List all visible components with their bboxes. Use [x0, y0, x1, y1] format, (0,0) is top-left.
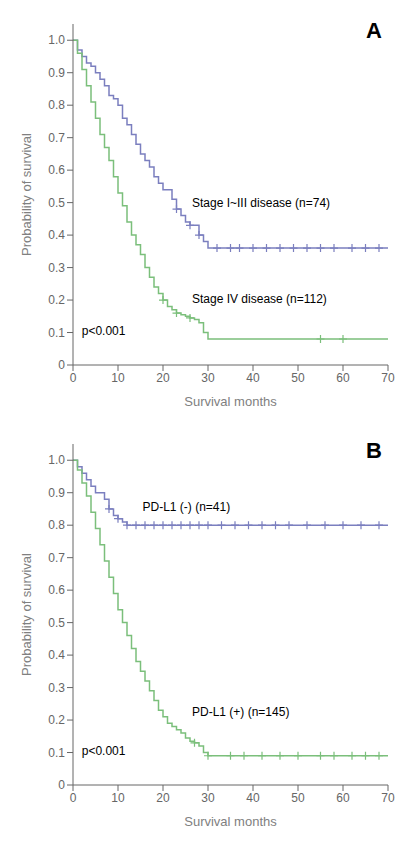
svg-text:50: 50 [291, 791, 305, 805]
svg-text:0.7: 0.7 [48, 551, 65, 565]
svg-text:0.3: 0.3 [48, 681, 65, 695]
svg-text:0.6: 0.6 [48, 583, 65, 597]
svg-text:1.0: 1.0 [48, 453, 65, 467]
svg-text:Probability of survival: Probability of survival [19, 553, 34, 676]
svg-text:Probability of survival: Probability of survival [19, 133, 34, 256]
svg-text:PD-L1 (+) (n=145): PD-L1 (+) (n=145) [192, 705, 289, 719]
svg-text:Stage IV disease (n=112): Stage IV disease (n=112) [192, 292, 327, 306]
svg-text:60: 60 [336, 371, 350, 385]
svg-text:0.1: 0.1 [48, 326, 65, 340]
svg-text:0.4: 0.4 [48, 228, 65, 242]
svg-text:30: 30 [201, 371, 215, 385]
svg-text:0: 0 [70, 791, 77, 805]
html-text:A: A [366, 18, 382, 43]
svg-text:0.9: 0.9 [48, 486, 65, 500]
svg-text:PD-L1 (-) (n=41): PD-L1 (-) (n=41) [143, 500, 231, 514]
svg-text:0: 0 [58, 778, 65, 792]
svg-text:0.5: 0.5 [48, 616, 65, 630]
svg-text:0.3: 0.3 [48, 261, 65, 275]
svg-text:0.5: 0.5 [48, 196, 65, 210]
svg-text:40: 40 [246, 371, 260, 385]
svg-text:70: 70 [381, 371, 395, 385]
svg-text:30: 30 [201, 791, 215, 805]
html-text:B: B [366, 438, 382, 463]
svg-text:0.6: 0.6 [48, 163, 65, 177]
svg-text:20: 20 [156, 791, 170, 805]
svg-text:10: 10 [111, 371, 125, 385]
svg-text:p<0.001: p<0.001 [82, 324, 126, 338]
svg-text:0: 0 [70, 371, 77, 385]
svg-text:Survival months: Survival months [184, 394, 277, 409]
svg-text:0.8: 0.8 [48, 518, 65, 532]
svg-text:70: 70 [381, 791, 395, 805]
svg-text:20: 20 [156, 371, 170, 385]
svg-text:60: 60 [336, 791, 350, 805]
svg-text:10: 10 [111, 791, 125, 805]
svg-text:0.2: 0.2 [48, 293, 65, 307]
svg-text:40: 40 [246, 791, 260, 805]
svg-text:1.0: 1.0 [48, 33, 65, 47]
svg-text:0.4: 0.4 [48, 648, 65, 662]
svg-text:0.8: 0.8 [48, 98, 65, 112]
svg-text:0: 0 [58, 358, 65, 372]
svg-text:0.9: 0.9 [48, 66, 65, 80]
svg-text:0.7: 0.7 [48, 131, 65, 145]
svg-text:Survival months: Survival months [184, 814, 277, 829]
svg-text:50: 50 [291, 371, 305, 385]
svg-text:0.2: 0.2 [48, 713, 65, 727]
svg-text:p<0.001: p<0.001 [82, 744, 126, 758]
svg-text:0.1: 0.1 [48, 746, 65, 760]
svg-text:Stage I~III disease (n=74): Stage I~III disease (n=74) [192, 196, 330, 210]
